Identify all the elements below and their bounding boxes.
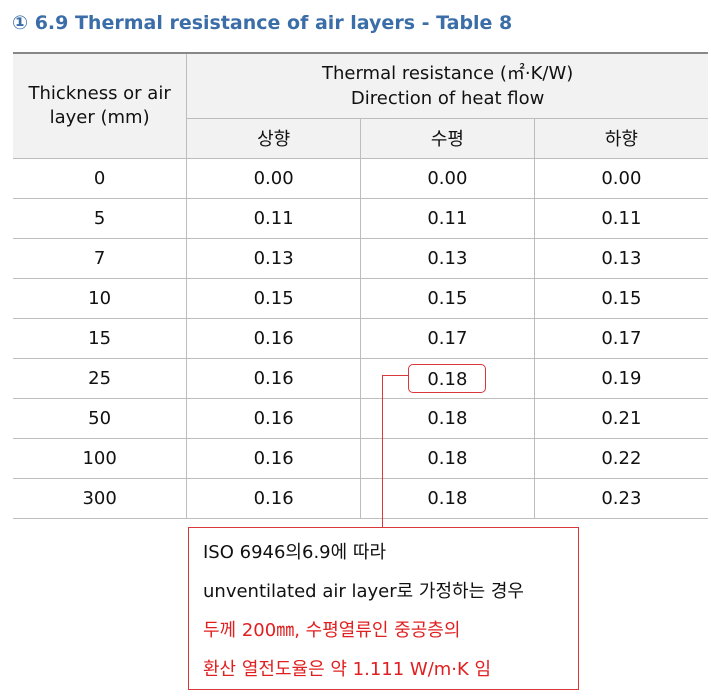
header-text: Thermal resistance (㎡·K/W): [321, 62, 574, 84]
table: Thickness or air layer (mm) Thermal resi…: [13, 52, 708, 519]
table-row: 7 0.13 0.13 0.13: [13, 238, 708, 279]
table-cell: 0.22: [533, 438, 708, 479]
table-cell: 0.18: [360, 358, 535, 399]
header-cell: 상향: [186, 118, 361, 159]
table-cell: 0.13: [186, 238, 361, 279]
table-cell: 0.17: [533, 318, 708, 359]
table-body: 0 0.00 0.00 0.00 5 0.11 0.11 0.11 7 0.13 0.13 0.13 1…: [13, 158, 708, 519]
callout: ISO 6946의6.9에 따라 unventilated air layer로…: [188, 527, 579, 690]
table-cell: 7: [13, 238, 187, 279]
table-cell: 0.18: [360, 398, 535, 439]
connector-line: [382, 375, 408, 527]
table-row: 10 0.15 0.15 0.15: [13, 278, 708, 319]
header-text: Direction of heat flow: [350, 87, 545, 109]
table-row: 300 0.16 0.18 0.23: [13, 478, 708, 519]
table-cell: 0.16: [186, 318, 361, 359]
callout-line: unventilated air layer로 가정하는 경우: [203, 581, 524, 602]
table-cell: 0.00: [360, 158, 535, 199]
highlighted-value: 0.18: [408, 363, 487, 393]
table-row: 5 0.11 0.11 0.11: [13, 198, 708, 239]
table-row: 15 0.16 0.17 0.17: [13, 318, 708, 359]
table-cell: 0.11: [533, 198, 708, 239]
table-cell: 50: [13, 398, 187, 439]
table-row: 25 0.16 0.18 0.19: [13, 358, 708, 399]
table-row: 100 0.16 0.18 0.22: [13, 438, 708, 479]
header-cell: Thermal resistance (㎡·K/W) Direction of …: [186, 52, 708, 119]
table-cell: 0.13: [533, 238, 708, 279]
table-cell: 100: [13, 438, 187, 479]
table-cell: 10: [13, 278, 187, 319]
table-cell: 0.11: [360, 198, 535, 239]
table-cell: 0.16: [186, 398, 361, 439]
table-cell: 0.16: [186, 358, 361, 399]
table-cell: 0.16: [186, 478, 361, 519]
header-cell: 수평: [360, 118, 535, 159]
callout-line: 두께 200㎜, 수평열류인 중공층의: [203, 620, 461, 641]
callout-line: ISO 6946의6.9에 따라: [203, 542, 387, 563]
table-cell: 15: [13, 318, 187, 359]
table-cell: 0.21: [533, 398, 708, 439]
table-cell: 0.11: [186, 198, 361, 239]
header-cell: 하향: [533, 118, 708, 159]
table-cell: 0.18: [360, 438, 535, 479]
table-cell: 0.15: [533, 278, 708, 319]
table-cell: 5: [13, 198, 187, 239]
table-cell: 25: [13, 358, 187, 399]
callout-line: 환산 열전도율은 약 1.111 W/m·K 임: [203, 659, 492, 680]
table-cell: 0.18: [360, 478, 535, 519]
table-row: 50 0.16 0.18 0.21: [13, 398, 708, 439]
header-text: Thickness or air layer (mm): [28, 82, 171, 128]
table-cell: 0.00: [533, 158, 708, 199]
table-row: 0 0.00 0.00 0.00: [13, 158, 708, 199]
table-cell: 0.00: [186, 158, 361, 199]
table-cell: 0: [13, 158, 187, 199]
header-cell: Thickness or air layer (mm): [13, 52, 187, 159]
table-cell: 0.17: [360, 318, 535, 359]
table-cell: 0.19: [533, 358, 708, 399]
table-cell: 0.15: [186, 278, 361, 319]
title: ① 6.9 Thermal resistance of air layers -…: [12, 12, 513, 34]
table-cell: 0.13: [360, 238, 535, 279]
table-cell: 300: [13, 478, 187, 519]
table-cell: 0.16: [186, 438, 361, 479]
table-cell: 0.23: [533, 478, 708, 519]
table-cell: 0.15: [360, 278, 535, 319]
